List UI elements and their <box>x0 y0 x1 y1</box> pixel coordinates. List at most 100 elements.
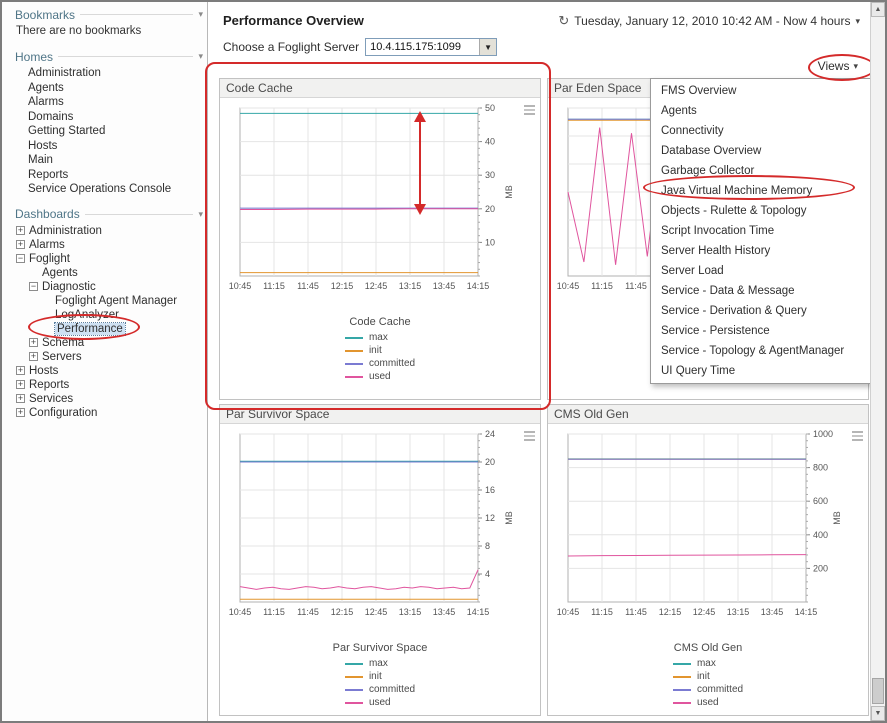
svg-text:13:45: 13:45 <box>761 607 784 617</box>
views-menu-item-script-invocation-time[interactable]: Script Invocation Time <box>651 221 870 241</box>
views-menu-item-java-virtual-machine-memory[interactable]: Java Virtual Machine Memory <box>651 181 870 201</box>
views-menu-item-service-derivation-query[interactable]: Service - Derivation & Query <box>651 301 870 321</box>
svg-text:10:45: 10:45 <box>229 607 252 617</box>
dashboard-item-label: Alarms <box>29 239 65 251</box>
legend-label: max <box>697 658 716 669</box>
twisty-plus-icon[interactable]: + <box>16 380 25 389</box>
server-select[interactable]: 10.4.115.175:1099 ▼ <box>365 38 497 56</box>
section-divider <box>80 14 193 15</box>
dashboard-item-label: Hosts <box>29 365 58 377</box>
homes-item-domains[interactable]: Domains <box>2 110 207 125</box>
vertical-scrollbar[interactable]: ▲ ▼ <box>870 2 885 721</box>
twisty-plus-icon[interactable]: + <box>29 338 38 347</box>
homes-item-main[interactable]: Main <box>2 153 207 168</box>
scroll-up-icon[interactable]: ▲ <box>871 2 885 17</box>
svg-text:800: 800 <box>813 463 828 473</box>
legend-label: used <box>369 697 391 708</box>
twisty-plus-icon[interactable]: + <box>16 408 25 417</box>
svg-text:14:15: 14:15 <box>467 607 490 617</box>
dashboard-item-schema[interactable]: +Schema <box>2 336 207 350</box>
select-arrow-icon[interactable]: ▼ <box>479 39 496 55</box>
server-chooser-label: Choose a Foglight Server <box>223 40 359 54</box>
views-menu-item-garbage-collector[interactable]: Garbage Collector <box>651 161 870 181</box>
scrollbar-thumb[interactable] <box>872 678 884 704</box>
twisty-plus-icon[interactable]: + <box>16 240 25 249</box>
chart-legend: maxinitcommittedused <box>673 657 743 709</box>
homes-item-reports[interactable]: Reports <box>2 168 207 183</box>
sidebar-section-bookmarks[interactable]: Bookmarks ▾ <box>2 5 207 24</box>
dashboard-item-loganalyzer[interactable]: LogAnalyzer <box>2 308 207 322</box>
homes-list: AdministrationAgentsAlarmsDomainsGetting… <box>2 66 207 197</box>
chevron-down-icon[interactable]: ▾ <box>198 9 203 20</box>
tree-spacer <box>42 296 51 305</box>
dashboard-item-services[interactable]: +Services <box>2 392 207 406</box>
chevron-down-icon[interactable]: ▾ <box>198 209 203 220</box>
chart-subtitle: Code Cache <box>220 316 540 328</box>
dashboard-item-administration[interactable]: +Administration <box>2 224 207 238</box>
views-menu-item-service-persistence[interactable]: Service - Persistence <box>651 321 870 341</box>
twisty-plus-icon[interactable]: + <box>16 366 25 375</box>
chart-options-icon[interactable] <box>524 102 535 112</box>
dashboard-item-foglight-agent-manager[interactable]: Foglight Agent Manager <box>2 294 207 308</box>
svg-text:10:45: 10:45 <box>557 281 580 291</box>
chart-plot-cms-old-gen: 10:4511:1511:4512:1512:4513:1513:4514:15… <box>548 424 868 641</box>
twisty-minus-icon[interactable]: − <box>29 282 38 291</box>
homes-item-alarms[interactable]: Alarms <box>2 95 207 110</box>
twisty-plus-icon[interactable]: + <box>29 352 38 361</box>
dashboard-item-hosts[interactable]: + Hosts <box>2 364 207 378</box>
twisty-plus-icon[interactable]: + <box>16 394 25 403</box>
views-menu-item-fms-overview[interactable]: FMS Overview <box>651 81 870 101</box>
dashboard-item-label: Performance <box>55 323 125 335</box>
chevron-down-icon[interactable]: ▾ <box>198 51 203 62</box>
svg-text:12: 12 <box>485 513 495 523</box>
dashboard-item-performance[interactable]: Performance <box>2 322 207 336</box>
dashboards-section-title: Dashboards <box>15 207 80 221</box>
dashboard-item-foglight[interactable]: −Foglight <box>2 252 207 266</box>
sidebar-section-homes[interactable]: Homes ▾ <box>2 47 207 66</box>
dashboard-item-alarms[interactable]: + Alarms <box>2 238 207 252</box>
sidebar-section-dashboards[interactable]: Dashboards ▾ <box>2 205 207 224</box>
svg-text:50: 50 <box>485 103 495 113</box>
views-button[interactable]: Views ▾ <box>818 59 858 73</box>
legend-label: committed <box>697 684 743 695</box>
views-menu-item-agents[interactable]: Agents <box>651 101 870 121</box>
chart-legend: maxinitcommittedused <box>345 657 415 709</box>
views-menu-item-connectivity[interactable]: Connectivity <box>651 121 870 141</box>
svg-text:11:45: 11:45 <box>625 607 647 617</box>
views-menu-item-service-data-message[interactable]: Service - Data & Message <box>651 281 870 301</box>
scroll-down-icon[interactable]: ▼ <box>871 706 885 721</box>
homes-item-service-operations-console[interactable]: Service Operations Console <box>2 182 207 197</box>
views-menu-item-ui-query-time[interactable]: UI Query Time <box>651 361 870 381</box>
legend-label: init <box>697 671 710 682</box>
views-menu-item-objects-rulette-topology[interactable]: Objects - Rulette & Topology <box>651 201 870 221</box>
svg-text:12:15: 12:15 <box>331 607 354 617</box>
legend-item-init: init <box>345 344 415 357</box>
server-select-value: 10.4.115.175:1099 <box>366 41 479 53</box>
dashboard-item-agents[interactable]: Agents <box>2 266 207 280</box>
views-menu-item-database-overview[interactable]: Database Overview <box>651 141 870 161</box>
legend-item-max: max <box>345 331 415 344</box>
svg-text:200: 200 <box>813 563 828 573</box>
chart-options-icon[interactable] <box>852 428 863 438</box>
chart-title-par-survivor-space: Par Survivor Space <box>220 405 540 424</box>
views-menu-item-server-load[interactable]: Server Load <box>651 261 870 281</box>
spacer <box>2 197 207 205</box>
dashboard-item-servers[interactable]: +Servers <box>2 350 207 364</box>
homes-item-getting-started[interactable]: Getting Started <box>2 124 207 139</box>
twisty-minus-icon[interactable]: − <box>16 254 25 263</box>
svg-text:10:45: 10:45 <box>557 607 580 617</box>
views-menu: FMS OverviewAgentsConnectivityDatabase O… <box>650 78 871 384</box>
dashboard-item-diagnostic[interactable]: −Diagnostic <box>2 280 207 294</box>
time-range-control[interactable]: ↻ Tuesday, January 12, 2010 10:42 AM - N… <box>558 13 860 29</box>
dashboard-item-reports[interactable]: +Reports <box>2 378 207 392</box>
homes-item-agents[interactable]: Agents <box>2 81 207 96</box>
views-menu-item-server-health-history[interactable]: Server Health History <box>651 241 870 261</box>
chart-options-icon[interactable] <box>524 428 535 438</box>
views-menu-item-service-topology-agentmanager[interactable]: Service - Topology & AgentManager <box>651 341 870 361</box>
homes-item-hosts[interactable]: Hosts <box>2 139 207 154</box>
homes-item-administration[interactable]: Administration <box>2 66 207 81</box>
dashboard-item-configuration[interactable]: +Configuration <box>2 406 207 420</box>
twisty-plus-icon[interactable]: + <box>16 226 25 235</box>
legend-swatch-icon <box>673 689 691 691</box>
svg-text:12:15: 12:15 <box>331 281 354 291</box>
